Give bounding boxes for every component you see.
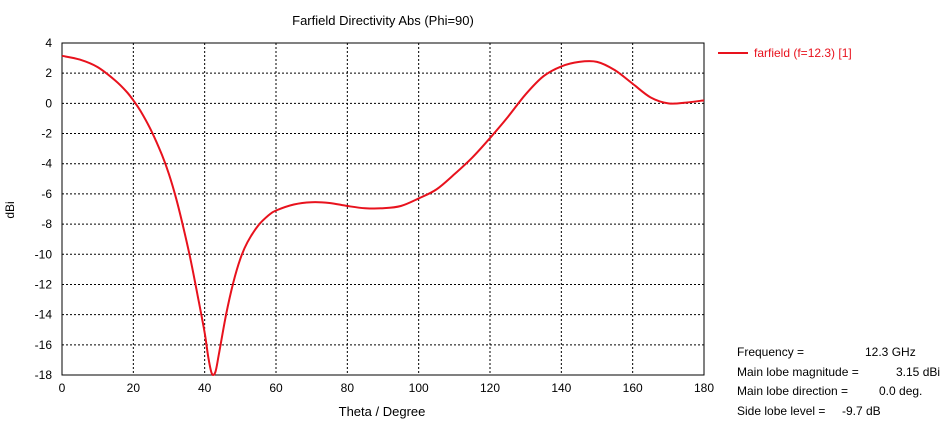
info-value: 12.3 GHz bbox=[865, 345, 916, 359]
results-info-panel: Frequency = 12.3 GHz Main lobe magnitude… bbox=[737, 343, 940, 421]
info-key: Main lobe direction = bbox=[737, 384, 849, 398]
y-tick-label: 0 bbox=[45, 96, 52, 110]
series-layer bbox=[61, 54, 705, 376]
y-tick-label: -18 bbox=[35, 368, 53, 382]
x-tick-label: 40 bbox=[198, 381, 212, 395]
info-value: -9.7 dB bbox=[842, 403, 881, 418]
info-key: Frequency = bbox=[737, 345, 805, 359]
info-frequency: Frequency = 12.3 GHz bbox=[737, 343, 940, 363]
x-tick-label: 60 bbox=[269, 381, 283, 395]
y-tick-label: -4 bbox=[41, 157, 52, 171]
info-value: 3.15 dBi bbox=[896, 364, 940, 379]
plot-border bbox=[61, 42, 705, 376]
x-tick-label: 100 bbox=[409, 381, 429, 395]
y-tick-label: -12 bbox=[35, 277, 53, 291]
y-axis-label: dBi bbox=[3, 201, 17, 219]
y-tick-label: -8 bbox=[41, 217, 52, 231]
y-tick-label: -14 bbox=[35, 308, 53, 322]
y-tick-label: 2 bbox=[45, 66, 52, 80]
x-tick-label: 140 bbox=[551, 381, 571, 395]
x-tick-label: 0 bbox=[59, 381, 66, 395]
info-side-lobe-level: Side lobe level = -9.7 dB bbox=[737, 402, 940, 422]
plot-frame bbox=[61, 42, 705, 376]
legend-swatch bbox=[718, 52, 748, 54]
info-main-lobe-magnitude: Main lobe magnitude = 3.15 dBi bbox=[737, 363, 940, 383]
series-line-0 bbox=[61, 54, 705, 376]
info-value: 0.0 deg. bbox=[879, 384, 923, 398]
x-axis-label: Theta / Degree bbox=[338, 404, 426, 419]
y-tick-label: -16 bbox=[35, 338, 53, 352]
y-tick-label: -6 bbox=[41, 187, 52, 201]
info-key: Main lobe magnitude = bbox=[737, 364, 859, 379]
legend[interactable]: farfield (f=12.3) [1] bbox=[718, 46, 852, 60]
x-axis: 0 20 40 60 80 100 120 140 160 180 bbox=[59, 381, 715, 395]
y-tick-label: -2 bbox=[41, 127, 52, 141]
x-tick-label: 20 bbox=[127, 381, 141, 395]
y-tick-label: 4 bbox=[45, 36, 52, 50]
x-tick-label: 120 bbox=[480, 381, 500, 395]
info-key: Side lobe level = bbox=[737, 403, 826, 418]
x-tick-label: 80 bbox=[341, 381, 355, 395]
x-tick-label: 160 bbox=[623, 381, 643, 395]
y-axis: 4 2 0 -2 -4 -6 -8 -10 -12 -14 -16 -18 bbox=[35, 36, 53, 382]
y-tick-label: -10 bbox=[35, 247, 53, 261]
grid bbox=[62, 43, 704, 375]
info-main-lobe-direction: Main lobe direction = 0.0 deg. bbox=[737, 382, 940, 402]
chart-title: Farfield Directivity Abs (Phi=90) bbox=[292, 13, 474, 28]
x-tick-label: 180 bbox=[694, 381, 714, 395]
legend-label: farfield (f=12.3) [1] bbox=[754, 46, 852, 60]
